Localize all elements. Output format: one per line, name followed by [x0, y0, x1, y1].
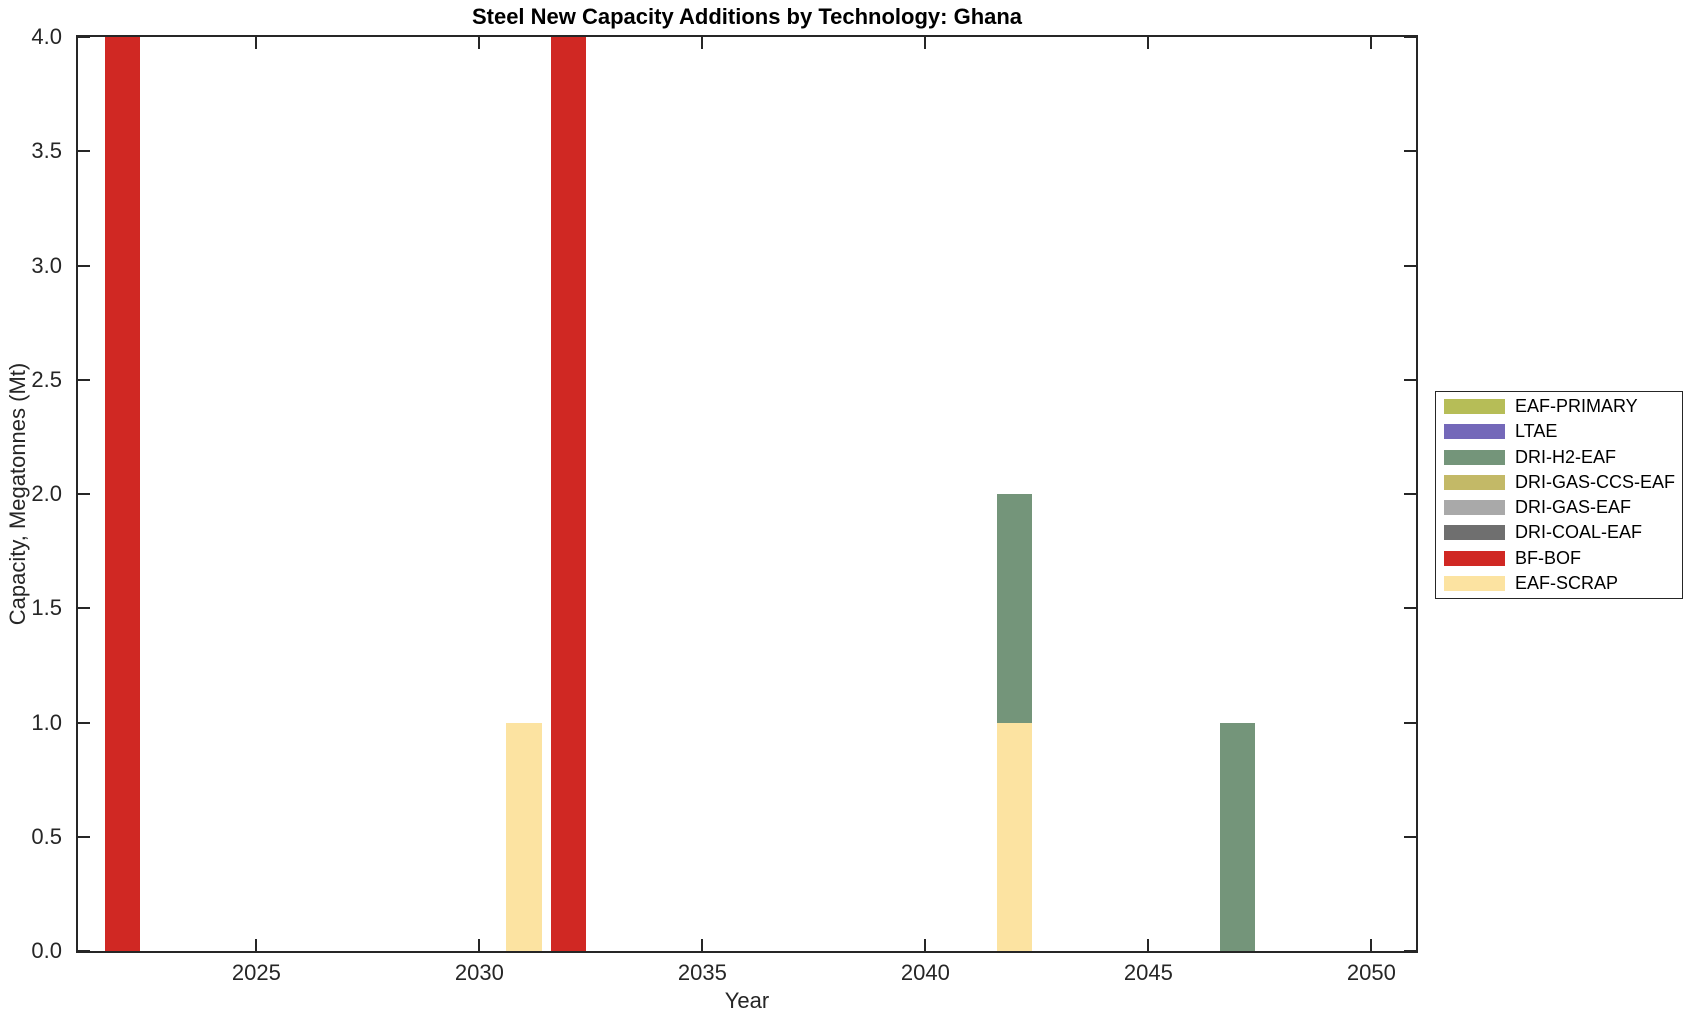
- legend-row: DRI-GAS-CCS-EAF: [1436, 472, 1682, 493]
- y-tick-mark: [1404, 150, 1416, 153]
- x-tick-label: 2025: [231, 960, 281, 985]
- x-tick-mark: [478, 37, 481, 49]
- y-tick-mark: [78, 950, 90, 952]
- y-tick-mark: [1404, 721, 1416, 724]
- x-tick-mark: [924, 939, 927, 951]
- legend-label: BF-BOF: [1515, 547, 1581, 568]
- x-tick-mark: [701, 939, 704, 951]
- legend-label: DRI-GAS-EAF: [1515, 497, 1632, 518]
- bar-segment-dri-h2-eaf: [1219, 722, 1256, 951]
- legend-swatch-ltae: [1444, 424, 1505, 440]
- bar-segment-eaf-scrap: [506, 722, 542, 951]
- legend-row: LTAE: [1436, 421, 1682, 442]
- legend-row: DRI-GAS-EAF: [1436, 497, 1682, 518]
- legend: EAF-PRIMARY LTAE DRI-H2-EAF DRI-GAS-CCS-EAF…: [1435, 391, 1683, 599]
- x-tick-label: 2045: [1123, 960, 1173, 985]
- legend-swatch-eaf-primary: [1444, 399, 1505, 415]
- legend-swatch-bf-bof: [1444, 550, 1505, 566]
- legend-swatch-dri-coal-eaf: [1444, 525, 1505, 541]
- x-tick-mark: [1370, 37, 1373, 49]
- legend-swatch-dri-gas-eaf: [1444, 500, 1505, 516]
- y-tick-label: 1.0: [31, 709, 62, 735]
- legend-row: BF-BOF: [1436, 548, 1682, 569]
- x-tick-mark: [255, 37, 258, 49]
- legend-row: DRI-H2-EAF: [1436, 447, 1682, 468]
- legend-label: DRI-H2-EAF: [1515, 446, 1617, 467]
- x-tick-label: 2030: [454, 960, 504, 985]
- y-tick-mark: [1404, 493, 1416, 495]
- bar-segment-eaf-scrap: [996, 722, 1033, 951]
- y-tick-mark: [1404, 835, 1416, 838]
- y-tick-mark: [1404, 378, 1416, 381]
- y-tick-label: 2.5: [31, 366, 62, 392]
- y-tick-mark: [78, 835, 90, 838]
- y-tick-mark: [78, 36, 90, 38]
- y-tick-mark: [78, 150, 90, 153]
- legend-label: LTAE: [1515, 421, 1558, 442]
- legend-label: DRI-GAS-CCS-EAF: [1515, 471, 1676, 492]
- y-tick-mark: [78, 264, 90, 267]
- y-tick-label: 0.5: [31, 823, 62, 849]
- x-tick-mark: [1147, 939, 1150, 951]
- legend-row: EAF-PRIMARY: [1436, 396, 1682, 417]
- x-tick-mark: [255, 939, 258, 951]
- y-tick-mark: [78, 721, 90, 724]
- y-tick-label: 1.5: [31, 595, 62, 621]
- chart-title: Steel New Capacity Additions by Technolo…: [471, 4, 1023, 29]
- y-tick-mark: [78, 378, 90, 381]
- y-tick-label: 2.0: [31, 481, 62, 506]
- legend-label: EAF-PRIMARY: [1515, 396, 1638, 417]
- bar-segment-bf-bof: [104, 37, 141, 951]
- legend-row: EAF-SCRAP: [1436, 573, 1682, 594]
- x-tick-mark: [1147, 37, 1150, 49]
- y-tick-mark: [78, 607, 90, 610]
- legend-swatch-eaf-scrap: [1444, 575, 1505, 591]
- x-tick-mark: [1370, 939, 1373, 951]
- x-tick-mark: [924, 37, 927, 49]
- y-tick-mark: [1404, 264, 1416, 267]
- y-tick-label: 0.0: [31, 938, 62, 963]
- y-tick-label: 3.5: [31, 138, 62, 164]
- legend-label: DRI-COAL-EAF: [1515, 522, 1643, 543]
- x-tick-label: 2050: [1346, 960, 1396, 985]
- y-tick-label: 4.0: [31, 24, 62, 49]
- bar-segment-dri-h2-eaf: [996, 494, 1033, 723]
- legend-label: EAF-SCRAP: [1515, 572, 1619, 593]
- y-tick-mark: [1404, 607, 1416, 610]
- plot-area: [76, 35, 1418, 953]
- y-tick-mark: [78, 493, 90, 495]
- x-tick-label: 2040: [900, 960, 950, 985]
- y-tick-label: 3.0: [31, 252, 62, 278]
- legend-swatch-dri-gas-ccs-eaf: [1444, 474, 1505, 490]
- legend-swatch-dri-h2-eaf: [1444, 449, 1505, 465]
- bar-segment-bf-bof: [550, 37, 587, 951]
- x-tick-label: 2035: [677, 960, 727, 985]
- x-tick-mark: [701, 37, 704, 49]
- x-axis-label: Year: [724, 988, 770, 1013]
- y-tick-mark: [1404, 36, 1416, 38]
- y-tick-mark: [1404, 950, 1416, 952]
- legend-row: DRI-COAL-EAF: [1436, 522, 1682, 543]
- x-tick-mark: [478, 939, 481, 951]
